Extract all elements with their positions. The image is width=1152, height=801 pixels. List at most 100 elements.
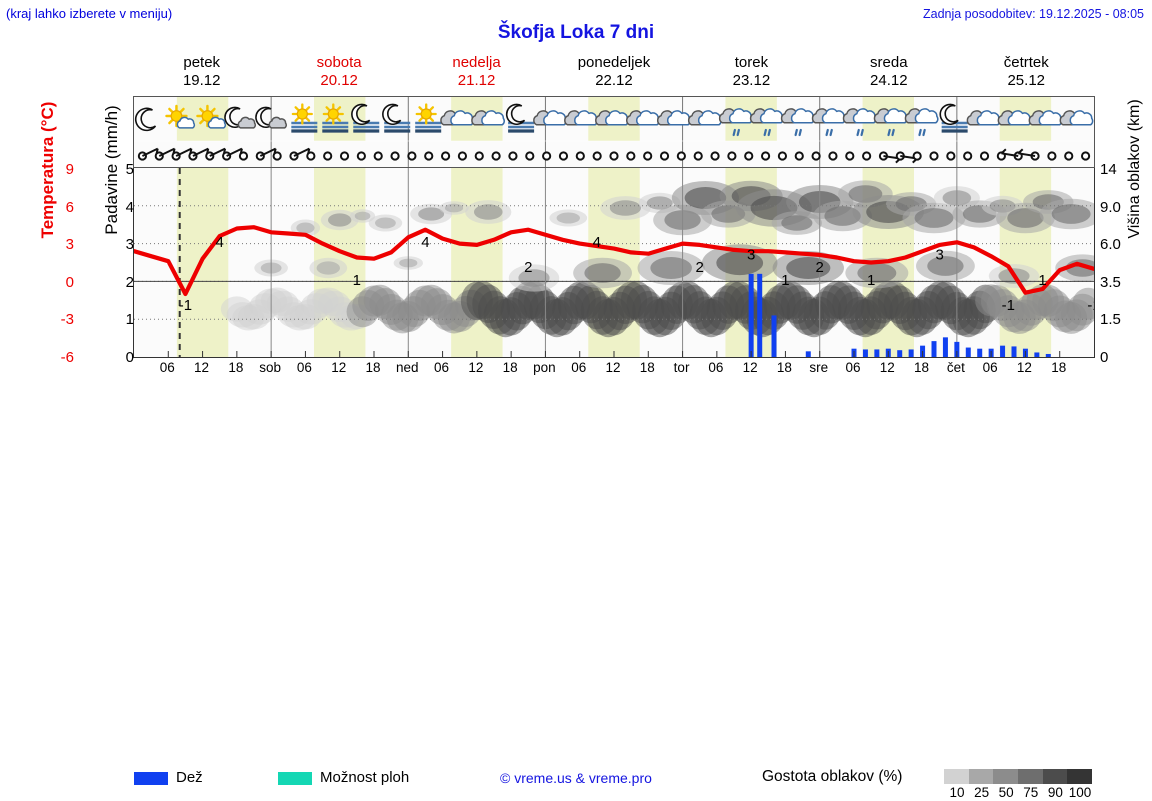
- weather-icon-4-moon-cloud: [255, 106, 287, 129]
- height-ticks-0: 14: [1100, 161, 1117, 178]
- x-tick-label-16: 06: [708, 360, 724, 375]
- rain-drop: [794, 128, 798, 137]
- wind-barb-46: [912, 151, 922, 161]
- x-tick-label-0: 06: [159, 360, 175, 375]
- fog-icon: [384, 121, 411, 133]
- temp-label-1: 4: [216, 234, 224, 251]
- sun-ray: [294, 116, 300, 122]
- cloud-blob: [473, 204, 503, 220]
- day-column-1: sobota 20.12: [270, 52, 407, 94]
- rain-drops-icon: [918, 128, 926, 137]
- x-tick-label-25: 12: [1016, 360, 1032, 375]
- weather-icon-15-cloud: [595, 110, 629, 126]
- temp-label-8: 2: [816, 259, 824, 276]
- prec-ticks-1: 4: [125, 198, 134, 216]
- wind-barb-23: [525, 151, 535, 161]
- wind-barb-38: [777, 151, 788, 161]
- wind-barb-31: [659, 151, 670, 161]
- cloud-blob: [584, 263, 621, 283]
- sun-ray: [294, 106, 300, 112]
- wind-barb-43: [862, 151, 872, 161]
- day-name: sreda: [870, 54, 908, 71]
- cloud-icon: [237, 116, 257, 129]
- temp-label-10: 1: [867, 272, 875, 289]
- x-tick-label-2: 18: [228, 360, 244, 375]
- wind-barb-shaft-9: [293, 147, 310, 157]
- prec-ticks-0: 5: [125, 161, 134, 178]
- temp-label-12: -1: [1002, 297, 1015, 314]
- rain-drop: [860, 128, 864, 137]
- temp-label-13: 1: [1038, 272, 1046, 289]
- day-date: 23.12: [732, 72, 771, 89]
- precip-bar-9: [908, 349, 914, 357]
- x-tick-label-10: 18: [502, 360, 518, 375]
- temp-label-7: 3: [747, 247, 755, 264]
- rain-drops-icon: [763, 128, 771, 137]
- rain-drop: [732, 128, 736, 137]
- cloud-density-number-1: 25: [974, 785, 990, 800]
- wind-barb-24: [542, 151, 552, 161]
- x-tick-label-1: 12: [194, 360, 210, 375]
- sun-ray: [418, 106, 424, 112]
- precip-bar-3: [805, 351, 811, 357]
- wind-barb-34: [710, 151, 720, 161]
- meteogram-svg: -1 4 1 4 2 4 2 3 2 1 1 3 -1 1 -1: [131, 168, 1110, 357]
- sun-disc: [296, 108, 308, 120]
- cloud-blob: [914, 208, 954, 228]
- fog-icon: [941, 121, 968, 133]
- rain-drop: [767, 128, 771, 137]
- cloud-density-step-0: [944, 769, 969, 784]
- cloud-blob: [418, 207, 445, 221]
- x-tick-label-23: čet: [946, 360, 965, 375]
- x-tick-label-9: 12: [468, 360, 484, 375]
- rain-drop: [825, 128, 829, 137]
- weather-icon-23-rain-cloud: [842, 108, 877, 137]
- weather-icon-band: [133, 96, 1095, 168]
- x-tick-label-5: 12: [331, 360, 347, 375]
- wind-barb-40: [811, 151, 821, 161]
- moon-icon: [505, 103, 526, 125]
- wind-barb-14: [373, 151, 383, 161]
- weather-icon-30-cloud: [1059, 110, 1094, 126]
- cloud-icon: [914, 108, 939, 124]
- temperature-point-labels: -1 4 1 4 2 4 2 3 2 1 1 3 -1 1 -1: [179, 234, 1101, 314]
- x-tick-label-19: sre: [809, 360, 829, 375]
- day-column-3: ponedeljek 22.12: [545, 52, 682, 94]
- temp-label-11: 3: [936, 247, 944, 264]
- temp-label-6: 2: [696, 259, 704, 276]
- x-tick-label-26: 18: [1051, 360, 1067, 375]
- temp-label-2: 1: [353, 272, 361, 289]
- temp-ticks-2: 3: [65, 236, 74, 254]
- cloud-density-field: [220, 180, 1110, 338]
- weather-icon-7-moon-fog: [351, 103, 380, 133]
- weather-icon-17-cloud: [656, 110, 691, 126]
- sun-ray: [199, 118, 205, 125]
- wind-barb-shaft-1: [158, 147, 176, 157]
- weather-icon-22-rain-cloud: [811, 108, 846, 137]
- rain-drop: [887, 128, 891, 137]
- wind-barb-55: [1064, 151, 1074, 161]
- moon-icon: [351, 103, 371, 125]
- wind-barb-11: [323, 151, 333, 161]
- day-column-2: nedelja 21.12: [408, 52, 545, 94]
- wind-barb-41: [828, 151, 838, 161]
- temp-label-0: -1: [179, 297, 192, 314]
- precip-bar-11: [931, 341, 937, 357]
- x-tick-label-4: 06: [296, 360, 312, 375]
- height-ticks-4: 1.5: [1100, 311, 1121, 329]
- x-tick-label-21: 12: [879, 360, 895, 375]
- precip-bar-1: [757, 273, 763, 357]
- cloud-blob: [824, 206, 861, 226]
- copyright-link[interactable]: © vreme.us & vreme.pro: [500, 770, 652, 786]
- wind-barb-50: [979, 151, 990, 161]
- rain-drop: [918, 128, 922, 137]
- height-ticks-3: 3.5: [1100, 273, 1121, 291]
- day-column-6: četrtek 25.12: [958, 52, 1095, 94]
- wind-barb-12: [339, 151, 350, 161]
- sun-ray: [210, 107, 216, 114]
- last-update-text: Zadnja posodobitev: 19.12.2025 - 08:05: [922, 7, 1144, 21]
- wind-barb-1: [154, 151, 164, 161]
- x-tick-label-13: 12: [605, 360, 621, 375]
- cloud-blob: [328, 213, 352, 227]
- x-tick-label-24: 06: [982, 360, 998, 375]
